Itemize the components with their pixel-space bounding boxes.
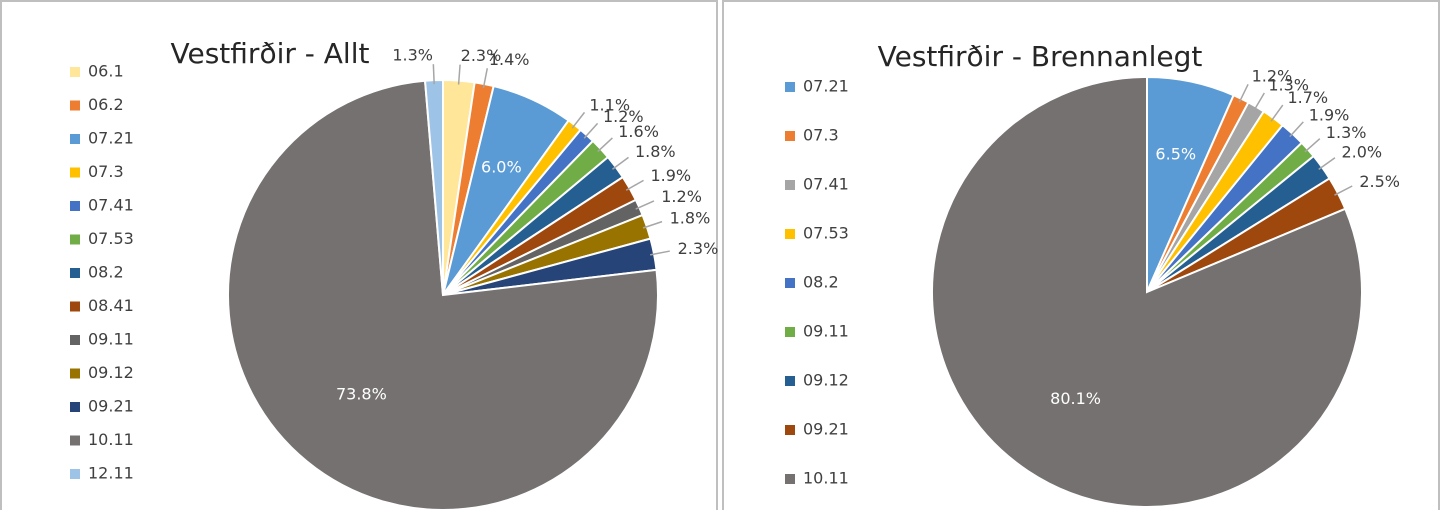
legend-swatch: [785, 376, 795, 386]
legend-label: 12.11: [88, 464, 134, 483]
data-label: 1.6%: [618, 122, 659, 141]
legend-swatch: [785, 229, 795, 239]
data-label: 1.3%: [1326, 123, 1367, 142]
pie-slice: [931, 75, 1363, 508]
legend-label: 08.2: [803, 273, 839, 292]
leader-line: [1238, 83, 1249, 103]
legend-swatch: [70, 167, 80, 178]
legend-label: 07.3: [88, 162, 124, 181]
leader-line: [571, 111, 586, 129]
legend-label: 06.2: [88, 95, 124, 114]
data-label: 1.1%: [589, 96, 630, 115]
data-label: 1.3%: [392, 46, 433, 65]
legend-label: 09.11: [88, 330, 134, 349]
legend-swatch: [70, 134, 80, 144]
data-label: 1.8%: [670, 209, 711, 228]
legend-swatch: [70, 368, 80, 379]
leader-line: [1270, 104, 1284, 122]
legend-swatch: [785, 278, 795, 288]
leader-line: [642, 220, 663, 229]
legend-label: 07.41: [803, 175, 849, 194]
legend-swatch: [70, 402, 80, 412]
data-label: 1.2%: [1252, 67, 1293, 86]
chart-title: Vestfirðir - Allt: [171, 37, 370, 70]
leader-line: [1253, 92, 1265, 111]
legend-swatch: [70, 301, 80, 312]
legend-label: 07.41: [88, 196, 134, 215]
data-label: 1.2%: [603, 107, 644, 126]
legend-label: 10.11: [88, 430, 134, 449]
pie-slice: [227, 79, 659, 511]
legend-label: 10.11: [803, 469, 849, 488]
leader-line: [625, 179, 644, 191]
legend-swatch: [785, 131, 795, 141]
legend-label: 07.21: [88, 129, 134, 148]
leader-line: [432, 64, 435, 85]
data-label: 1.7%: [1287, 88, 1328, 107]
data-label: 6.0%: [481, 158, 522, 177]
leader-line: [583, 122, 599, 139]
legend-label: 09.12: [803, 371, 849, 390]
legend-label: 06.1: [88, 62, 124, 81]
legend-label: 08.41: [88, 296, 134, 315]
data-label: 1.2%: [661, 187, 702, 206]
legend-label: 09.21: [88, 397, 134, 416]
legend-swatch: [785, 327, 795, 337]
legend-swatch: [785, 425, 795, 435]
data-label: 1.8%: [635, 142, 676, 161]
legend-swatch: [70, 469, 80, 479]
legend-swatch: [70, 268, 80, 278]
legend-swatch: [785, 180, 795, 190]
leader-line: [635, 200, 655, 210]
legend-label: 09.21: [803, 420, 849, 439]
data-label: 2.3%: [461, 46, 502, 65]
legend-swatch: [70, 201, 80, 211]
chart-title: Vestfirðir - Brennanlegt: [878, 40, 1203, 73]
legend-label: 07.3: [803, 126, 839, 145]
legend-swatch: [70, 234, 80, 245]
data-label: 73.8%: [336, 384, 387, 403]
data-label: 2.0%: [1341, 143, 1382, 162]
leader-line: [1289, 121, 1304, 138]
leader-line: [597, 137, 613, 153]
leader-line: [1334, 185, 1353, 196]
data-label: 1.4%: [489, 50, 530, 69]
legend-label: 09.12: [88, 363, 134, 382]
legend-label: 09.11: [803, 322, 849, 341]
legend-swatch: [70, 100, 80, 111]
legend-label: 07.21: [803, 77, 849, 96]
legend-swatch: [785, 82, 795, 92]
data-label: 2.5%: [1359, 172, 1400, 191]
data-label: 6.5%: [1155, 145, 1196, 164]
leader-line: [457, 64, 461, 85]
legend-swatch: [70, 435, 80, 446]
leader-line: [1318, 157, 1336, 170]
legend-label: 07.53: [803, 224, 849, 243]
leader-line: [482, 68, 489, 89]
data-label: 2.3%: [678, 239, 719, 258]
legend-swatch: [70, 335, 80, 345]
leader-line: [650, 250, 670, 256]
legend-label: 07.53: [88, 229, 134, 248]
legend-swatch: [70, 67, 80, 77]
data-label: 1.9%: [650, 166, 691, 185]
data-label: 1.3%: [1268, 76, 1309, 95]
leader-line: [1304, 138, 1321, 153]
legend-swatch: [785, 474, 795, 484]
data-label: 1.9%: [1309, 106, 1350, 125]
data-label: 80.1%: [1050, 389, 1101, 408]
legend-label: 08.2: [88, 263, 124, 282]
leader-line: [612, 156, 629, 170]
